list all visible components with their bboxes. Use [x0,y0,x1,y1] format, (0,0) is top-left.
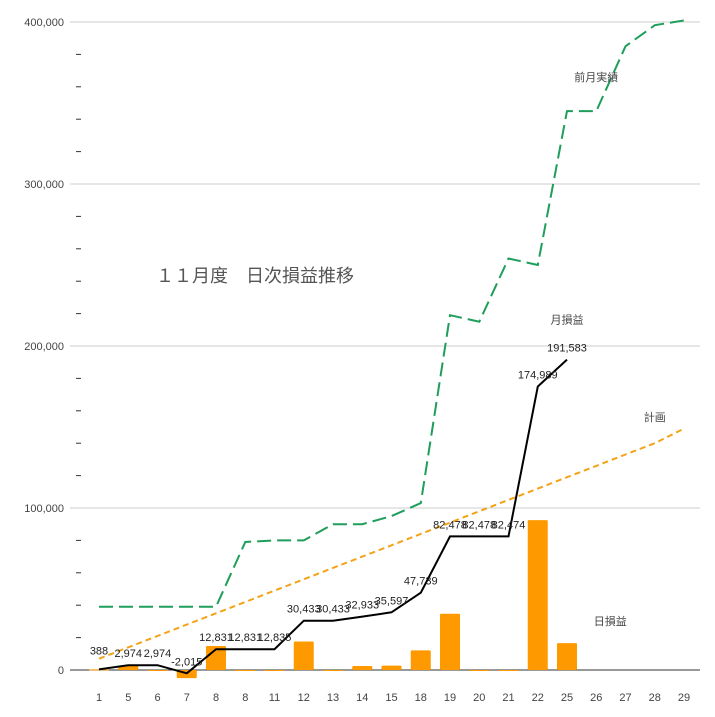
series-lines [98,19,685,675]
data-label: 12,835 [258,632,292,644]
x-tick-label: 1 [96,692,102,704]
data-label: 388 [90,645,108,657]
bar-daily-pl [440,613,460,670]
x-tick-label: 15 [385,692,397,704]
data-label: 30,433 [316,604,350,616]
x-tick-label: 5 [125,692,131,704]
data-label: 32,933 [345,600,379,612]
data-label: 12,831 [199,632,233,644]
data-label: 2,974 [114,648,142,660]
bar-daily-pl [293,641,314,670]
bar-daily-pl [557,643,577,670]
data-label: 82,478 [433,519,467,531]
bar-daily-pl [527,520,548,670]
data-label: 174,989 [518,370,558,382]
series-label: 計画 [644,410,666,424]
bar-daily-pl [89,669,109,671]
x-tick-label: 12 [298,692,310,704]
y-axis-ticks: 0 100,000 200,000 300,000 400,000 [24,17,64,677]
bar-daily-pl [206,645,226,670]
x-tick-label: 19 [444,692,456,704]
data-label: 82,474 [492,519,526,531]
x-tick-label: 8 [242,692,248,704]
x-tick-label: 28 [649,692,661,704]
data-label: 47,739 [404,576,438,588]
data-label: 30,433 [287,604,321,616]
series-line [98,358,568,675]
bar-daily-pl [147,670,168,671]
data-label: 191,583 [547,343,587,355]
x-tick-label: 27 [619,692,631,704]
x-axis-ticks: 1 5 6 7 8 8 11 12 13 14 15 18 19 20 21 22 25 26 27 28 29 [96,692,690,704]
data-label: 82,478 [462,519,496,531]
bar-daily-pl [352,665,373,670]
y-tick-label: 0 [58,665,64,677]
y-tick-label: 400,000 [24,17,64,29]
data-labels: 388 2,974 2,974-2,01512,83112,83112,83530,… [90,343,587,669]
y-tick-label: 100,000 [24,503,64,515]
x-tick-label: 6 [154,692,160,704]
chart-title: １１月度 日次損益推移 [156,266,354,287]
x-tick-label: 7 [184,692,190,704]
series-label: 月損益 [551,313,584,327]
bar-daily-pl [410,650,431,670]
bar-daily-pl [498,670,519,671]
series-label: 前月実績 [574,70,618,84]
x-tick-label: 14 [356,692,368,704]
x-tick-label: 8 [213,692,219,704]
x-tick-label: 22 [532,692,544,704]
x-tick-label: 25 [561,692,573,704]
x-tick-label: 13 [327,692,339,704]
bar-daily-pl [381,665,402,670]
series-line [98,427,685,660]
series-label: 日損益 [594,614,627,628]
x-tick-label: 29 [678,692,690,704]
x-tick-label: 21 [502,692,514,704]
bar-daily-pl [235,670,256,671]
bar-daily-pl [323,670,343,671]
data-label: 35,597 [375,595,409,607]
data-label: -2,015 [171,656,202,668]
grid [70,21,700,671]
series-line [99,19,685,608]
x-tick-label: 26 [590,692,602,704]
y-tick-label: 200,000 [24,341,64,353]
bar-daily-pl [469,670,490,671]
data-label: 2,974 [144,648,172,660]
x-tick-label: 20 [473,692,485,704]
y-tick-label: 300,000 [24,179,64,191]
daily-pl-bars [89,520,577,679]
data-label: 12,831 [228,632,262,644]
x-tick-label: 18 [415,692,427,704]
x-tick-label: 11 [269,692,280,704]
bar-daily-pl [264,670,285,671]
